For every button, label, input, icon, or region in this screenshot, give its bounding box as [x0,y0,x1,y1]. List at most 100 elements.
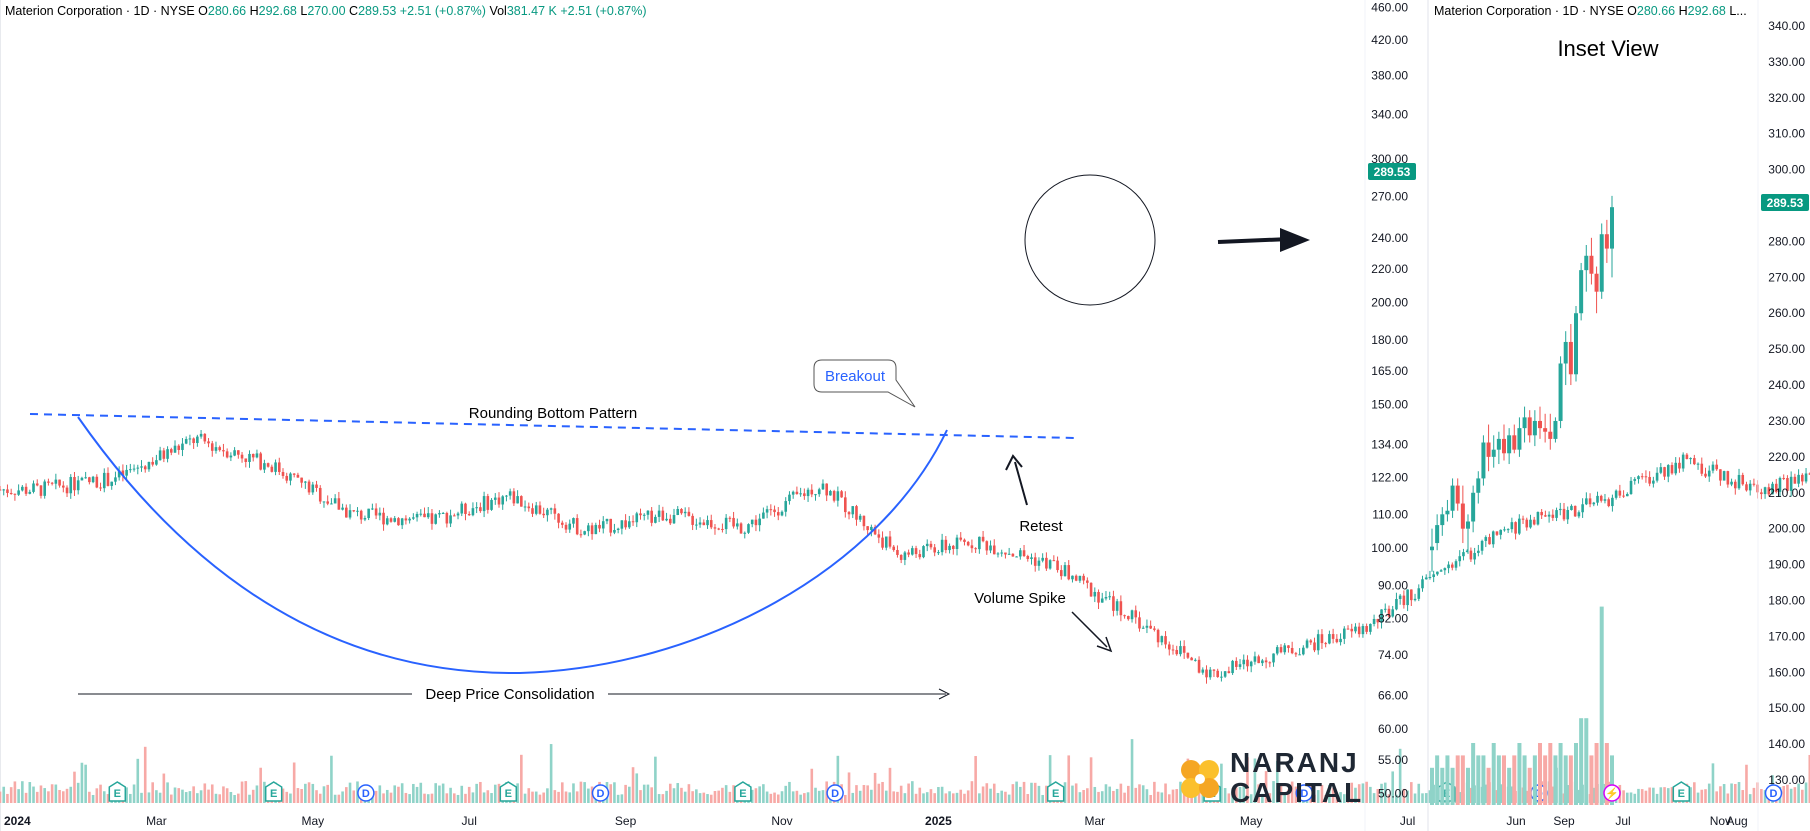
main-candle [1562,502,1566,522]
main-volume-bar [460,785,464,803]
main-candle [129,463,132,473]
main-candle [1067,560,1071,581]
main-candle [1160,635,1164,646]
main-volume-bar [1019,786,1022,803]
dividend-event-marker[interactable]: D [1295,784,1314,802]
main-candle [505,494,508,502]
main-volume-bar [1074,783,1078,803]
main-volume-bar [1789,788,1793,803]
main-candle [1804,467,1808,484]
main-candle [493,493,497,505]
main-candle [624,514,627,530]
main-candle [501,495,505,510]
main-x-tick-label: Sep [1553,814,1575,828]
main-volume-bar [39,785,43,803]
main-volume-bar [58,789,61,803]
main-candle [1789,471,1793,497]
main-candle [151,457,154,467]
main-candle [1585,492,1588,506]
main-volume-bar [1331,788,1335,803]
inset-volume-bar [1445,755,1450,805]
main-candle [1059,565,1063,580]
main-volume-bar [426,794,430,803]
earnings-event-marker[interactable]: E [1672,781,1691,802]
main-volume-bar [940,786,944,803]
main-volume-bar [1644,790,1648,803]
main-candle [1089,582,1093,597]
inset-candle [1548,413,1553,450]
main-volume-bar [177,788,181,803]
main-volume-bar [1629,792,1633,803]
main-volume-bar [1272,781,1275,803]
main-volume-bar [1339,792,1342,803]
main-x-tick-label: Jul [1400,814,1415,828]
main-candle [1376,618,1380,629]
main-volume-bar [1313,794,1316,803]
earnings-event-marker[interactable]: E [108,781,127,802]
dividend-event-marker[interactable]: D [591,784,610,802]
main-candle [1626,492,1629,497]
main-candle [1212,669,1216,677]
main-candle [345,504,348,518]
main-candle [654,514,657,524]
inset-volume-bar [1455,755,1460,805]
earnings-event-marker[interactable]: E [734,781,752,802]
main-candle [456,511,460,520]
inset-event-marker[interactable]: ⚡ [1603,784,1621,802]
main-volume-bar [795,790,799,803]
earnings-event-marker[interactable]: E [499,781,518,802]
main-volume-bar [1164,783,1167,803]
main-volume-bar [1328,784,1331,803]
inset-candle [1558,356,1563,429]
main-volume-bar [706,794,709,803]
inset-y-tick-label: 250.00 [1768,342,1805,356]
main-candle [1555,507,1558,522]
main-candle [162,447,166,463]
earnings-event-marker[interactable]: E [1046,781,1065,802]
main-candle [1115,598,1119,616]
main-volume-bar [1715,791,1718,803]
main-candle [296,472,300,478]
inset-volume-bar [1517,743,1522,805]
inset-volume-bar [1558,743,1563,805]
main-candle [683,507,687,518]
main-volume-bar [1235,787,1238,803]
main-candle [628,515,631,529]
main-candle [1741,472,1745,486]
main-candle [1637,475,1640,484]
main-candle [739,522,743,534]
inset-volume-bar [1481,755,1486,805]
main-volume-bar [672,788,676,803]
inset-volume-bar [1538,743,1542,805]
main-volume-bar [1566,785,1570,803]
dividend-event-marker[interactable]: D [1764,784,1783,802]
main-volume-bar [721,787,724,803]
main-candle [1100,592,1104,603]
main-candle [940,533,944,556]
main-candle [516,490,519,504]
main-volume-bar [1283,794,1287,803]
main-candle [110,481,114,490]
main-candle [467,511,471,516]
main-candle [791,490,795,499]
svg-text:CAPITAL: CAPITAL [1230,777,1363,808]
main-candle [1633,477,1637,485]
main-volume-bar [814,787,817,803]
main-volume-bar [464,793,467,803]
svg-text:E: E [114,788,121,800]
main-candle [438,510,441,518]
main-volume-bar [583,782,586,803]
dividend-event-marker[interactable]: D [357,784,375,802]
main-volume-bar [1689,787,1692,803]
main-candle [1387,605,1391,619]
dividend-event-marker[interactable]: D [826,784,844,802]
main-volume-bar [1626,792,1629,803]
main-candle [1134,605,1138,624]
inset-candle [1460,485,1465,544]
main-volume-bar [844,794,847,803]
main-candle [609,518,613,537]
main-volume-bar [28,782,32,803]
main-x-tick-label: 2024 [4,814,31,828]
main-candle [117,466,121,481]
earnings-event-marker[interactable]: E [264,781,283,802]
